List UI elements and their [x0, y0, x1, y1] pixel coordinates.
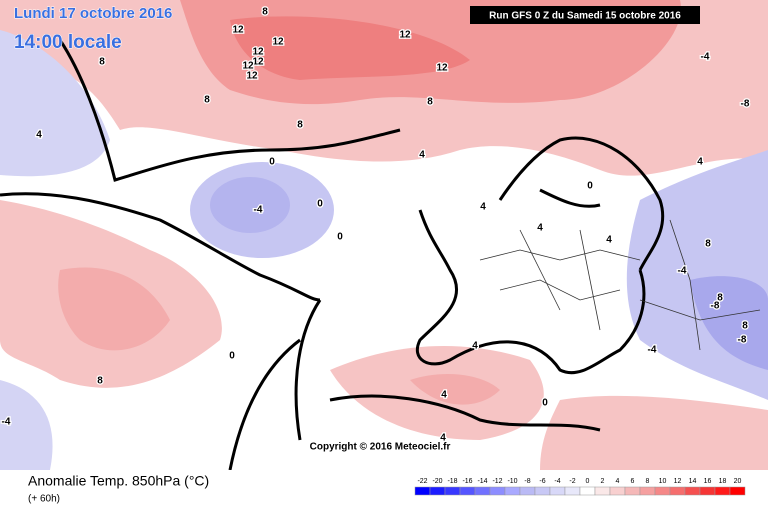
scale-cell [714, 486, 731, 496]
scale-cell [489, 486, 506, 496]
contour-label: 8 [204, 95, 210, 106]
scale-cell [669, 486, 686, 496]
scale-tick-label: -12 [492, 478, 502, 485]
scale-tick-label: 20 [734, 478, 742, 485]
scale-cell [699, 486, 716, 496]
contour-label: 0 [542, 398, 548, 409]
scale-tick-label: 6 [631, 478, 635, 485]
contour-label: 8 [262, 7, 268, 18]
contour-label: 4 [697, 157, 703, 168]
scale-tick-label: 2 [601, 478, 605, 485]
run-info: Run GFS 0 Z du Samedi 15 octobre 2016 [489, 11, 681, 22]
scale-cell [519, 486, 536, 496]
contour-label: -4 [648, 345, 657, 356]
scale-tick-label: 8 [646, 478, 650, 485]
contour-label: 8 [97, 376, 103, 387]
run-box [470, 6, 700, 24]
scale-tick-label: -10 [507, 478, 517, 485]
scale-cell [579, 486, 596, 496]
contour-label: 0 [269, 157, 275, 168]
scale-tick-label: -22 [417, 478, 427, 485]
scale-tick-label: -2 [569, 478, 575, 485]
anomaly-field [0, 0, 768, 470]
scale-cell [654, 486, 671, 496]
contour-label: 4 [606, 235, 612, 246]
contour-label: -4 [701, 52, 710, 63]
scale-tick-label: 16 [704, 478, 712, 485]
contour-label: 12 [252, 47, 264, 58]
contour-label: 4 [36, 130, 42, 141]
scale-cell [729, 486, 746, 496]
contour-label: 4 [472, 341, 478, 352]
contour-label: 0 [229, 351, 235, 362]
scale-tick-label: 4 [616, 478, 620, 485]
contour-label: 12 [246, 71, 258, 82]
scale-cell [609, 486, 626, 496]
scale-cell [429, 486, 446, 496]
scale-tick-label: -18 [447, 478, 457, 485]
scale-tick-label: 10 [659, 478, 667, 485]
scale-tick-label: -4 [554, 478, 560, 485]
copyright: Copyright © 2016 Meteociel.fr [310, 442, 451, 453]
contour-label: 12 [252, 57, 264, 68]
scale-cell [624, 486, 641, 496]
contour-label: 4 [537, 223, 543, 234]
contour-label: 8 [427, 97, 433, 108]
contour-label: -4 [2, 417, 11, 428]
scale-cell [594, 486, 611, 496]
forecast-date: Lundi 17 octobre 2016 [14, 5, 172, 22]
scale-tick-label: -14 [477, 478, 487, 485]
scale-cell [639, 486, 656, 496]
scale-cell [684, 486, 701, 496]
scale-tick-label: -20 [432, 478, 442, 485]
scale-tick-label: -8 [524, 478, 530, 485]
country-borders [479, 219, 761, 351]
scale-tick-label: 12 [674, 478, 682, 485]
contour-label: -4 [254, 205, 263, 216]
contour-label: 12 [272, 37, 284, 48]
contour-label: 8 [742, 321, 748, 332]
scale-cell [564, 486, 581, 496]
footer-lead: (+ 60h) [28, 494, 60, 505]
contour-label: 0 [337, 232, 343, 243]
contour-label: -8 [711, 301, 720, 312]
contour-label: 8 [99, 57, 105, 68]
contour-label: -8 [741, 99, 750, 110]
scale-tick-label: 18 [719, 478, 727, 485]
scale-cell [549, 486, 566, 496]
scale-cell [414, 486, 431, 496]
contour-label: -8 [738, 335, 747, 346]
contour-label: 12 [436, 63, 448, 74]
contour-label: 8 [705, 239, 711, 250]
contour-label: 4 [441, 390, 447, 401]
footer-title: Anomalie Temp. 850hPa (°C) [28, 473, 209, 489]
scale-tick-label: 0 [586, 478, 590, 485]
contour-label: 0 [587, 181, 593, 192]
contour-label: 0 [317, 199, 323, 210]
contour-label: 4 [419, 150, 425, 161]
scale-tick-label: -6 [539, 478, 545, 485]
forecast-time: 14:00 locale [14, 32, 122, 53]
scale-tick-label: 14 [689, 478, 697, 485]
scale-cell [504, 486, 521, 496]
scale-cell [534, 486, 551, 496]
scale-cell [474, 486, 491, 496]
scale-tick-label: -16 [462, 478, 472, 485]
contour-label: 4 [440, 433, 446, 444]
contour-label: 12 [399, 30, 411, 41]
contour-label: -4 [678, 266, 687, 277]
contour-label: 8 [717, 293, 723, 304]
contour-label: 8 [297, 120, 303, 131]
contour-label: 12 [242, 61, 254, 72]
contour-label: 4 [480, 202, 486, 213]
coastlines [0, 39, 665, 471]
contour-label: 12 [232, 25, 244, 36]
scale-cell [444, 486, 461, 496]
scale-cell [459, 486, 476, 496]
